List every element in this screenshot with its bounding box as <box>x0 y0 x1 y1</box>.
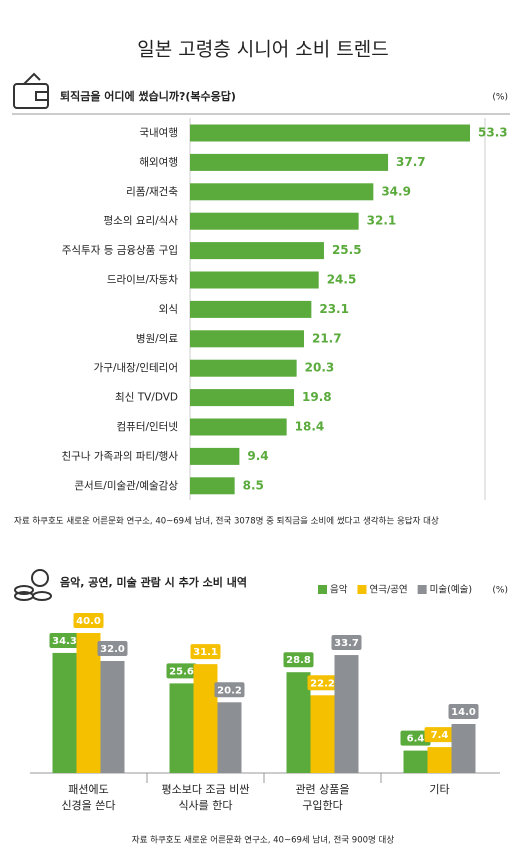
bar <box>190 183 374 201</box>
value-label: 20.3 <box>305 361 335 375</box>
category-label: 드라이브/자동차 <box>107 274 178 286</box>
bar <box>190 477 235 495</box>
category-label: 국내여행 <box>139 127 178 139</box>
value-badge <box>331 635 362 651</box>
legend-label: 미술(예술) <box>430 585 472 596</box>
value-label: 37.7 <box>396 155 426 169</box>
bar <box>52 652 77 773</box>
value-label: 34.3 <box>52 636 77 647</box>
value-label: 14.0 <box>451 707 476 718</box>
bar <box>190 212 359 230</box>
value-label: 28.8 <box>286 655 311 666</box>
value-badge <box>166 663 197 679</box>
source: 자료 하쿠호도 새로운 어른문화 연구소, 40~69세 남녀, 전국 3078… <box>14 516 439 527</box>
bar <box>190 330 304 348</box>
value-label: 23.1 <box>319 302 349 316</box>
value-badge <box>97 641 128 656</box>
value-label: 32.1 <box>367 214 397 228</box>
value-badge <box>448 704 479 719</box>
value-badge <box>400 730 431 746</box>
legend-swatch <box>357 585 367 594</box>
bar <box>76 633 101 773</box>
value-badge <box>283 652 314 668</box>
category-label: 평소보다 조금 비싼 식사를 한다 <box>161 783 250 812</box>
bar <box>100 661 125 773</box>
category-label: 주식투자 등 금융상품 구입 <box>62 244 178 257</box>
value-label: 18.4 <box>295 420 325 434</box>
bar <box>451 724 476 773</box>
value-badge <box>214 682 245 698</box>
category-label: 최신 TV/DVD <box>115 392 178 404</box>
bar <box>190 300 312 318</box>
category-label: 외식 <box>159 303 178 315</box>
category-label: 기타 <box>429 783 450 796</box>
value-label: 33.7 <box>334 638 359 649</box>
value-badge <box>49 632 80 648</box>
value-label: 34.9 <box>381 184 411 198</box>
value-label: 22.2 <box>310 678 335 689</box>
bar <box>217 702 242 773</box>
value-label: 7.4 <box>431 730 449 741</box>
category-label: 평소의 요리/식사 <box>104 215 179 227</box>
bar <box>190 271 319 289</box>
bar <box>334 655 359 773</box>
category-label: 가구/내장/인테리어 <box>94 362 178 374</box>
chart-title: 퇴직금을 어디에 썼습니까?(복수응답) <box>60 89 236 103</box>
category-label: 해외여행 <box>139 155 178 168</box>
value-label: 19.8 <box>302 390 332 404</box>
value-label: 21.7 <box>312 331 342 345</box>
bar <box>190 447 240 465</box>
bar <box>190 242 324 260</box>
value-label: 6.4 <box>407 734 425 745</box>
bar <box>403 750 428 773</box>
unit: (%) <box>492 93 508 103</box>
value-label: 40.0 <box>76 616 101 627</box>
legend-label: 연극/공연 <box>369 585 407 596</box>
value-label: 32.0 <box>100 644 125 655</box>
category-label: 친구나 가족과의 파티/행사 <box>62 450 179 462</box>
wallet-icon <box>13 72 49 109</box>
value-badge <box>424 727 455 743</box>
value-label: 25.6 <box>169 666 194 677</box>
value-label: 24.5 <box>327 273 357 287</box>
legend-swatch <box>318 585 327 594</box>
unit: (%) <box>492 586 508 596</box>
bar <box>169 683 194 773</box>
value-label: 8.5 <box>243 478 264 492</box>
bar <box>286 672 311 773</box>
value-badge <box>307 675 338 691</box>
bar <box>190 153 389 171</box>
coins-icon <box>14 569 52 601</box>
category-label: 컴퓨터/인터넷 <box>117 421 179 433</box>
category-label: 패션에도 신경을 쓴다 <box>61 783 116 812</box>
value-label: 31.1 <box>193 647 218 658</box>
legend-swatch <box>417 585 427 594</box>
value-badge <box>73 613 104 628</box>
category-label: 리폼/재건축 <box>126 186 178 198</box>
value-label: 53.3 <box>478 126 508 140</box>
bar <box>310 695 335 773</box>
value-badge <box>190 644 221 660</box>
bar <box>190 418 287 436</box>
value-label: 9.4 <box>247 449 268 463</box>
value-label: 25.5 <box>332 243 362 257</box>
bar <box>193 664 218 773</box>
page-title: 일본 고령층 시니어 소비 트렌드 <box>137 39 388 61</box>
legend-label: 음악 <box>330 584 348 596</box>
category-label: 콘서트/미술관/예술감상 <box>74 479 178 492</box>
chart-title: 음악, 공연, 미술 관람 시 추가 소비 내역 <box>60 575 247 589</box>
bar <box>190 124 470 142</box>
value-label: 20.2 <box>217 685 242 696</box>
bar <box>190 389 295 407</box>
bar <box>190 359 297 377</box>
category-label: 관련 상품을 구입한다 <box>295 783 350 812</box>
category-label: 병원/의료 <box>136 333 179 345</box>
source: 자료 하쿠호도 새로운 어른문화 연구소, 40~69세 남녀, 전국 900명… <box>132 835 395 846</box>
bar <box>427 747 452 773</box>
